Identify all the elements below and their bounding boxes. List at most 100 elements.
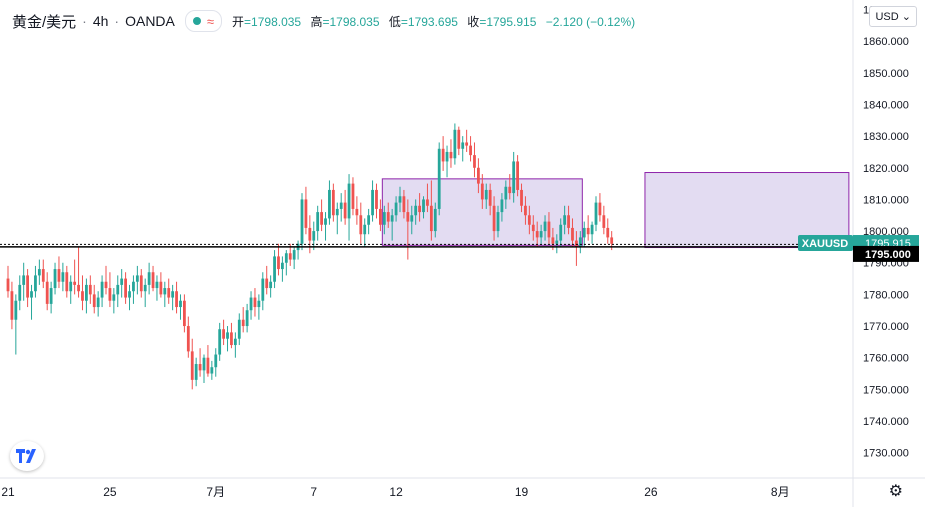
candle-body <box>590 224 594 235</box>
candle-body <box>582 227 586 238</box>
candle-body <box>324 218 327 225</box>
candle-body <box>139 275 143 292</box>
symbol-name[interactable]: 黄金/美元 <box>12 13 77 31</box>
candle-body <box>539 231 543 238</box>
y-tick-label: 1850.000 <box>863 68 909 80</box>
candle-body <box>49 288 53 304</box>
currency-label: USD <box>875 11 899 23</box>
candle-body <box>198 364 202 371</box>
candle-body <box>73 281 77 285</box>
candle-body <box>406 212 410 222</box>
x-tick-label: 25 <box>103 485 117 499</box>
y-tick-label: 1820.000 <box>863 163 909 175</box>
y-tick-label: 1840.000 <box>863 99 909 111</box>
separator: · <box>114 13 120 29</box>
candle-body <box>206 357 210 374</box>
candle-body <box>465 142 469 146</box>
candle-body <box>277 256 280 270</box>
market-status-pill[interactable]: ≈ <box>184 10 223 32</box>
candle-body <box>179 300 182 308</box>
candle-body <box>69 281 73 292</box>
candle-body <box>151 272 155 289</box>
candle-body <box>375 189 378 209</box>
candle-body <box>520 189 523 206</box>
candle-body <box>171 291 175 298</box>
candle-body <box>390 215 394 222</box>
approx-icon: ≈ <box>206 13 215 29</box>
candle-body <box>273 256 276 282</box>
candle-body <box>65 272 69 292</box>
candle-body <box>457 129 461 149</box>
consolidation-box <box>644 172 850 249</box>
candle-body <box>128 291 131 298</box>
currency-select[interactable]: USD ⌄ <box>869 6 917 27</box>
candle-body <box>477 167 480 184</box>
candle-body <box>77 284 80 292</box>
candle-body <box>163 288 167 295</box>
candle-body <box>414 205 418 216</box>
candle-body <box>108 288 112 301</box>
candle-body <box>559 224 563 241</box>
candle-body <box>543 221 547 232</box>
candle-body <box>524 205 527 216</box>
market-open-icon <box>192 17 201 25</box>
candle-body <box>426 199 429 206</box>
candle-body <box>398 196 402 203</box>
candle-body <box>382 212 386 225</box>
settings-gear-icon[interactable]: ⚙ <box>888 483 903 500</box>
candle-body <box>159 281 163 295</box>
candle-body <box>367 215 371 225</box>
y-tick-label: 1830.000 <box>863 131 909 143</box>
candle-body <box>402 196 406 213</box>
candle-body <box>331 189 335 216</box>
candle-body <box>147 272 151 285</box>
y-tick-label: 1860.000 <box>863 36 909 48</box>
candle-body <box>547 221 551 238</box>
candle-body <box>22 275 26 285</box>
candle-body <box>183 300 186 327</box>
candle-body <box>531 224 535 232</box>
chevron-down-icon: ⌄ <box>901 11 911 23</box>
candle-body <box>347 183 351 219</box>
candle-body <box>249 297 253 311</box>
open-label: 开 <box>232 14 245 29</box>
candle-body <box>516 161 519 190</box>
candle-body <box>14 300 18 320</box>
candle-body <box>320 212 323 225</box>
candle-body <box>586 227 590 235</box>
candle-body <box>190 351 194 380</box>
candle-body <box>335 208 339 216</box>
candle-body <box>6 278 10 292</box>
candle-body <box>143 284 147 292</box>
x-tick-label: 8月 <box>771 485 790 499</box>
interval-label[interactable]: 4h <box>92 13 109 29</box>
candle-body <box>88 284 92 295</box>
close-value: =1795.915 <box>479 14 537 29</box>
candle-body <box>230 332 233 346</box>
candle-body <box>300 199 304 244</box>
candle-body <box>222 329 225 339</box>
candle-body <box>437 148 441 209</box>
candle-body <box>96 297 100 308</box>
candle-body <box>563 215 567 225</box>
candle-body <box>355 208 359 216</box>
candle-body <box>37 269 41 276</box>
candle-body <box>473 155 476 168</box>
candle-body <box>85 284 88 301</box>
candle-body <box>226 332 229 339</box>
candle-body <box>257 300 261 308</box>
y-tick-label: 1770.000 <box>863 321 909 333</box>
tradingview-logo-icon[interactable] <box>10 441 44 471</box>
candle-body <box>135 275 139 282</box>
candle-body <box>480 183 484 200</box>
candle-body <box>155 281 159 289</box>
candle-body <box>30 291 33 298</box>
candle-body <box>610 237 614 244</box>
candle-body <box>214 354 218 368</box>
candle-body <box>61 272 65 282</box>
candle-body <box>34 275 37 292</box>
ohlc-values: 开=1798.035 高=1798.035 低=1793.695 收=1795.… <box>232 13 635 30</box>
y-tick-label: 1760.000 <box>863 353 909 365</box>
x-tick-label: 12 <box>389 485 403 499</box>
